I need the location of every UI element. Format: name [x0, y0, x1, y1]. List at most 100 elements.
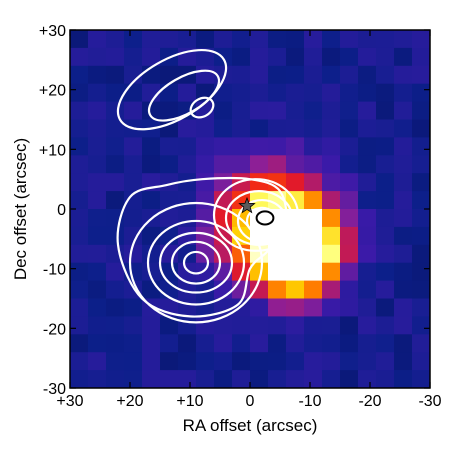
image-pixel [358, 47, 377, 67]
image-pixel [196, 370, 215, 388]
axis-ticks: +30 +20 +10 0 -10 -20 -30+30+20+100-10-20-30 [39, 23, 442, 410]
image-pixel [160, 334, 179, 353]
image-pixel [178, 155, 197, 174]
image-pixel [124, 137, 143, 156]
image-pixel [304, 155, 323, 174]
image-pixel [322, 280, 341, 299]
image-pixel [376, 173, 395, 192]
contour-line [224, 189, 294, 246]
contour-line [146, 219, 246, 306]
image-pixel [70, 101, 89, 120]
image-pixel [304, 83, 323, 103]
image-pixel [322, 119, 341, 138]
y-tick-label: +30 [39, 23, 66, 40]
image-pixel [124, 173, 143, 192]
image-pixel [268, 352, 287, 371]
image-pixel [358, 137, 377, 156]
image-pixel [412, 226, 430, 246]
image-pixel [376, 244, 395, 264]
image-pixel [214, 370, 233, 388]
image-pixel [124, 101, 143, 120]
image-pixel [304, 226, 323, 246]
image-pixel [340, 280, 359, 299]
image-pixel [268, 30, 287, 49]
image-pixel [196, 119, 215, 138]
image-pixel [88, 280, 107, 299]
image-pixel [286, 137, 305, 156]
image-pixel [322, 30, 341, 49]
image-pixel [340, 155, 359, 174]
x-tick-label: -30 [418, 393, 441, 410]
image-pixel [70, 83, 89, 103]
image-pixel [178, 334, 197, 353]
y-tick-label: -20 [43, 321, 66, 338]
image-pixel [160, 173, 179, 192]
image-pixel [124, 83, 143, 103]
image-pixel [196, 191, 215, 210]
image-pixel [340, 209, 359, 228]
image-pixel [322, 226, 341, 246]
image-pixel [160, 352, 179, 371]
image-pixel [214, 119, 233, 138]
image-pixel [178, 280, 197, 299]
image-pixel [178, 173, 197, 192]
image-pixel [250, 173, 269, 192]
image-pixel [394, 119, 413, 138]
image-pixel [394, 65, 413, 85]
image-pixel [376, 370, 395, 388]
image-pixel [70, 226, 89, 246]
image-pixel [232, 137, 251, 156]
image-pixel [178, 352, 197, 371]
image-pixel [214, 316, 233, 335]
image-pixel [358, 119, 377, 138]
image-pixel [286, 370, 305, 388]
y-axis-title: Dec offset (arcsec) [11, 138, 30, 280]
image-pixel [196, 334, 215, 353]
image-pixel [322, 155, 341, 174]
image-pixel [70, 30, 89, 49]
image-pixel [106, 101, 125, 120]
image-pixel [124, 244, 143, 264]
image-pixel [322, 316, 341, 335]
image-pixel [232, 280, 251, 299]
image-pixel [412, 352, 430, 371]
image-pixel [250, 209, 269, 228]
image-pixel [232, 316, 251, 335]
image-pixel [322, 101, 341, 120]
image-pixel [196, 65, 215, 85]
image-pixel [304, 65, 323, 85]
image-pixel [88, 191, 107, 210]
image-pixel [268, 101, 287, 120]
image-pixel [106, 47, 125, 67]
image-pixel [304, 173, 323, 192]
image-pixel [394, 352, 413, 371]
image-pixel [286, 316, 305, 335]
image-pixel [124, 47, 143, 67]
image-pixel [304, 244, 323, 264]
image-pixel [196, 352, 215, 371]
image-pixel [106, 191, 125, 210]
image-pixel [160, 155, 179, 174]
image-pixel [304, 262, 323, 282]
image-pixel [70, 119, 89, 138]
image-pixel [106, 280, 125, 299]
image-pixel [394, 370, 413, 388]
image-pixel [286, 226, 305, 246]
image-pixel [214, 352, 233, 371]
image-pixel [322, 191, 341, 210]
image-pixel [304, 280, 323, 299]
contour-group-south-west [128, 201, 264, 324]
image-pixel [214, 173, 233, 192]
x-tick-label: 0 [246, 393, 255, 410]
image-pixel [70, 65, 89, 85]
image-pixel [358, 209, 377, 228]
image-pixel [250, 155, 269, 174]
image-pixel [214, 191, 233, 210]
image-pixel [412, 47, 430, 67]
image-pixel [322, 262, 341, 282]
image-pixel [142, 334, 161, 353]
image-pixel [394, 173, 413, 192]
contour-line [189, 96, 215, 119]
image-pixel [196, 30, 215, 49]
